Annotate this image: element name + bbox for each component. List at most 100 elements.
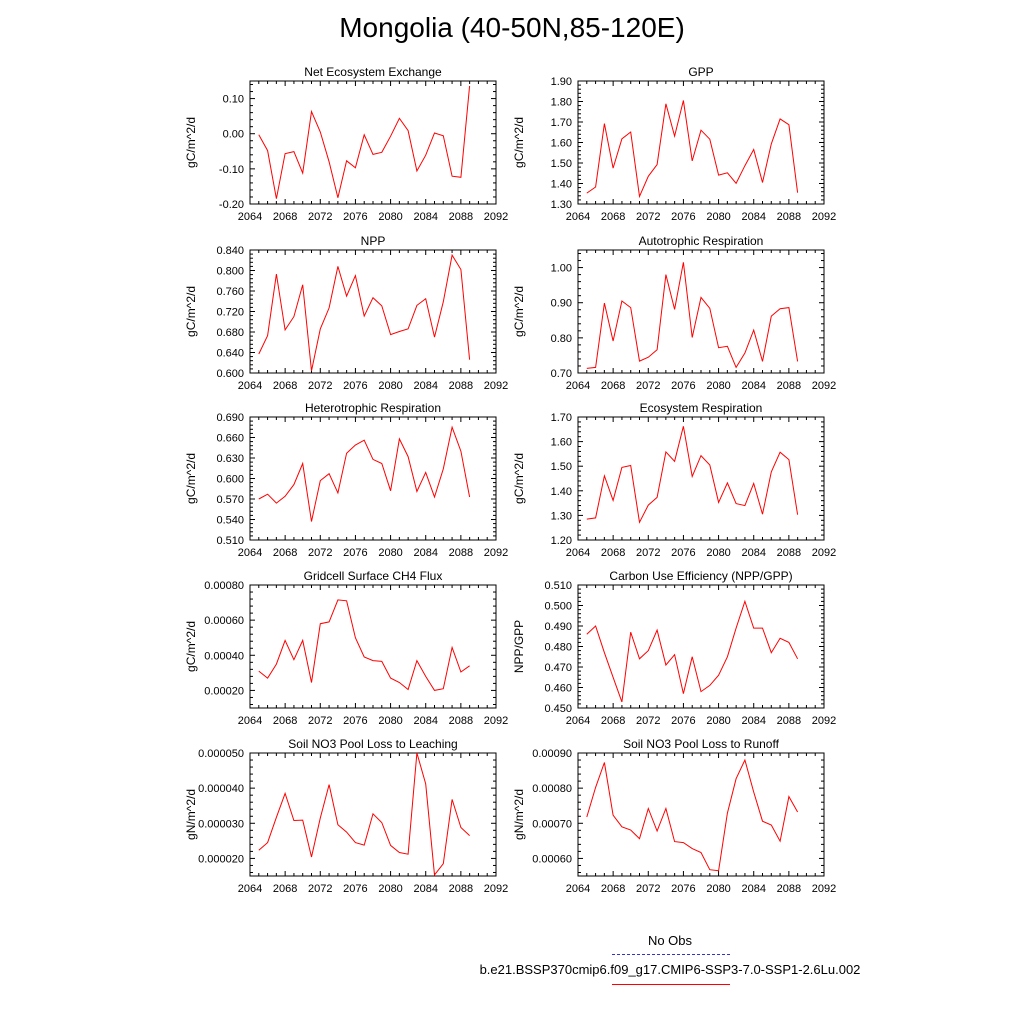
y-tick-label: 0.000030 [198, 818, 244, 830]
y-tick-label: 0.840 [216, 245, 244, 257]
y-tick-label: 1.20 [551, 535, 572, 547]
y-tick-label: 1.60 [551, 138, 572, 150]
x-tick-label: 2068 [601, 715, 625, 727]
x-tick-label: 2080 [706, 715, 730, 727]
y-tick-label: -0.10 [219, 164, 244, 176]
y-tick-label: 1.30 [551, 199, 572, 211]
y-tick-label: 0.600 [216, 368, 244, 380]
plot-frame [249, 80, 497, 205]
y-tick-label: 1.70 [551, 117, 572, 129]
panel-9: 2064 2068 2072 2076 2080 2084 2088 2092 0.000020… [184, 737, 508, 895]
y-tick-label: 0.450 [544, 703, 572, 715]
x-tick-label: 2084 [741, 211, 765, 223]
x-tick-label: 2088 [449, 883, 473, 895]
y-axis-label: gC/m^2/d [184, 286, 198, 337]
plot-frame [249, 416, 497, 541]
x-tick-label: 2076 [671, 715, 695, 727]
y-tick-label: 0.630 [216, 453, 244, 465]
plot-frame [577, 80, 825, 205]
y-tick-label: 0.10 [223, 94, 244, 106]
y-tick-label: 0.510 [216, 535, 244, 547]
x-tick-label: 2084 [413, 883, 437, 895]
x-tick-label: 2080 [378, 380, 402, 392]
y-axis-label: gC/m^2/d [512, 286, 526, 337]
y-tick-label: 0.00060 [532, 853, 572, 865]
y-tick-label: 0.00080 [204, 580, 244, 592]
series-line [586, 100, 799, 199]
y-tick-label: 0.510 [544, 580, 572, 592]
x-tick-label: 2068 [273, 715, 297, 727]
x-tick-label: 2084 [741, 715, 765, 727]
x-tick-label: 2068 [601, 380, 625, 392]
y-axis-label: gN/m^2/d [184, 789, 198, 840]
x-tick-label: 2084 [741, 547, 765, 559]
legend-case-line [612, 984, 730, 985]
y-tick-label: 1.30 [551, 510, 572, 522]
x-tick-label: 2080 [706, 883, 730, 895]
x-tick-label: 2064 [238, 547, 262, 559]
series-line [586, 426, 799, 524]
x-tick-label: 2064 [238, 380, 262, 392]
x-tick-label: 2072 [636, 715, 660, 727]
x-tick-label: 2076 [343, 380, 367, 392]
y-tick-label: 0.600 [216, 474, 244, 486]
x-tick-label: 2072 [308, 883, 332, 895]
x-tick-label: 2064 [566, 715, 590, 727]
x-tick-label: 2092 [484, 211, 508, 223]
x-tick-label: 2088 [449, 547, 473, 559]
panel-title: Autotrophic Respiration [639, 234, 764, 248]
y-tick-label: 1.00 [551, 263, 572, 275]
x-tick-label: 2064 [238, 883, 262, 895]
y-tick-label: 0.720 [216, 307, 244, 319]
y-tick-label: 1.50 [551, 461, 572, 473]
x-tick-label: 2068 [601, 211, 625, 223]
figure-title: Mongolia (40-50N,85-120E) [339, 12, 685, 43]
x-tick-label: 2072 [636, 547, 660, 559]
x-tick-label: 2080 [378, 715, 402, 727]
y-tick-label: 0.00060 [204, 615, 244, 627]
x-tick-label: 2068 [273, 547, 297, 559]
x-tick-label: 2080 [378, 211, 402, 223]
series-line [258, 253, 471, 372]
x-tick-label: 2084 [413, 715, 437, 727]
y-tick-label: 0.00020 [204, 685, 244, 697]
x-tick-label: 2088 [449, 380, 473, 392]
x-tick-label: 2084 [413, 547, 437, 559]
plot-frame [577, 249, 825, 374]
x-tick-label: 2068 [273, 211, 297, 223]
y-tick-label: 0.480 [544, 642, 572, 654]
x-tick-label: 2064 [566, 211, 590, 223]
y-tick-label: 0.000050 [198, 748, 244, 760]
x-tick-label: 2076 [343, 883, 367, 895]
series-line [258, 752, 470, 877]
plot-frame [577, 584, 825, 709]
y-tick-label: 1.60 [551, 437, 572, 449]
x-tick-label: 2076 [671, 211, 695, 223]
x-tick-label: 2064 [566, 883, 590, 895]
series-line [586, 599, 799, 703]
y-tick-label: 0.00070 [532, 818, 572, 830]
x-tick-label: 2088 [777, 715, 801, 727]
x-tick-label: 2092 [484, 883, 508, 895]
y-tick-label: 0.500 [544, 601, 572, 613]
y-axis-label: gC/m^2/d [512, 453, 526, 504]
x-tick-label: 2092 [812, 715, 836, 727]
y-tick-label: 0.00040 [204, 650, 244, 662]
series-line [258, 425, 471, 522]
y-tick-label: 0.000020 [198, 853, 244, 865]
x-tick-label: 2068 [273, 380, 297, 392]
series-line [258, 599, 470, 691]
x-tick-label: 2072 [308, 211, 332, 223]
y-tick-label: 0.690 [216, 412, 244, 424]
panel-7: 2064 2068 2072 2076 2080 2084 2088 2092 0.00020 0… [184, 569, 508, 727]
x-tick-label: 2064 [566, 380, 590, 392]
y-tick-label: 0.640 [216, 348, 244, 360]
y-tick-label: 0.80 [551, 333, 572, 345]
panel-title: Ecosystem Respiration [640, 401, 763, 415]
panel-8: 2064 2068 2072 2076 2080 2084 2088 2092 0.450 0.4… [512, 569, 836, 727]
y-tick-label: 1.40 [551, 486, 572, 498]
x-tick-label: 2092 [812, 547, 836, 559]
x-tick-label: 2084 [413, 380, 437, 392]
